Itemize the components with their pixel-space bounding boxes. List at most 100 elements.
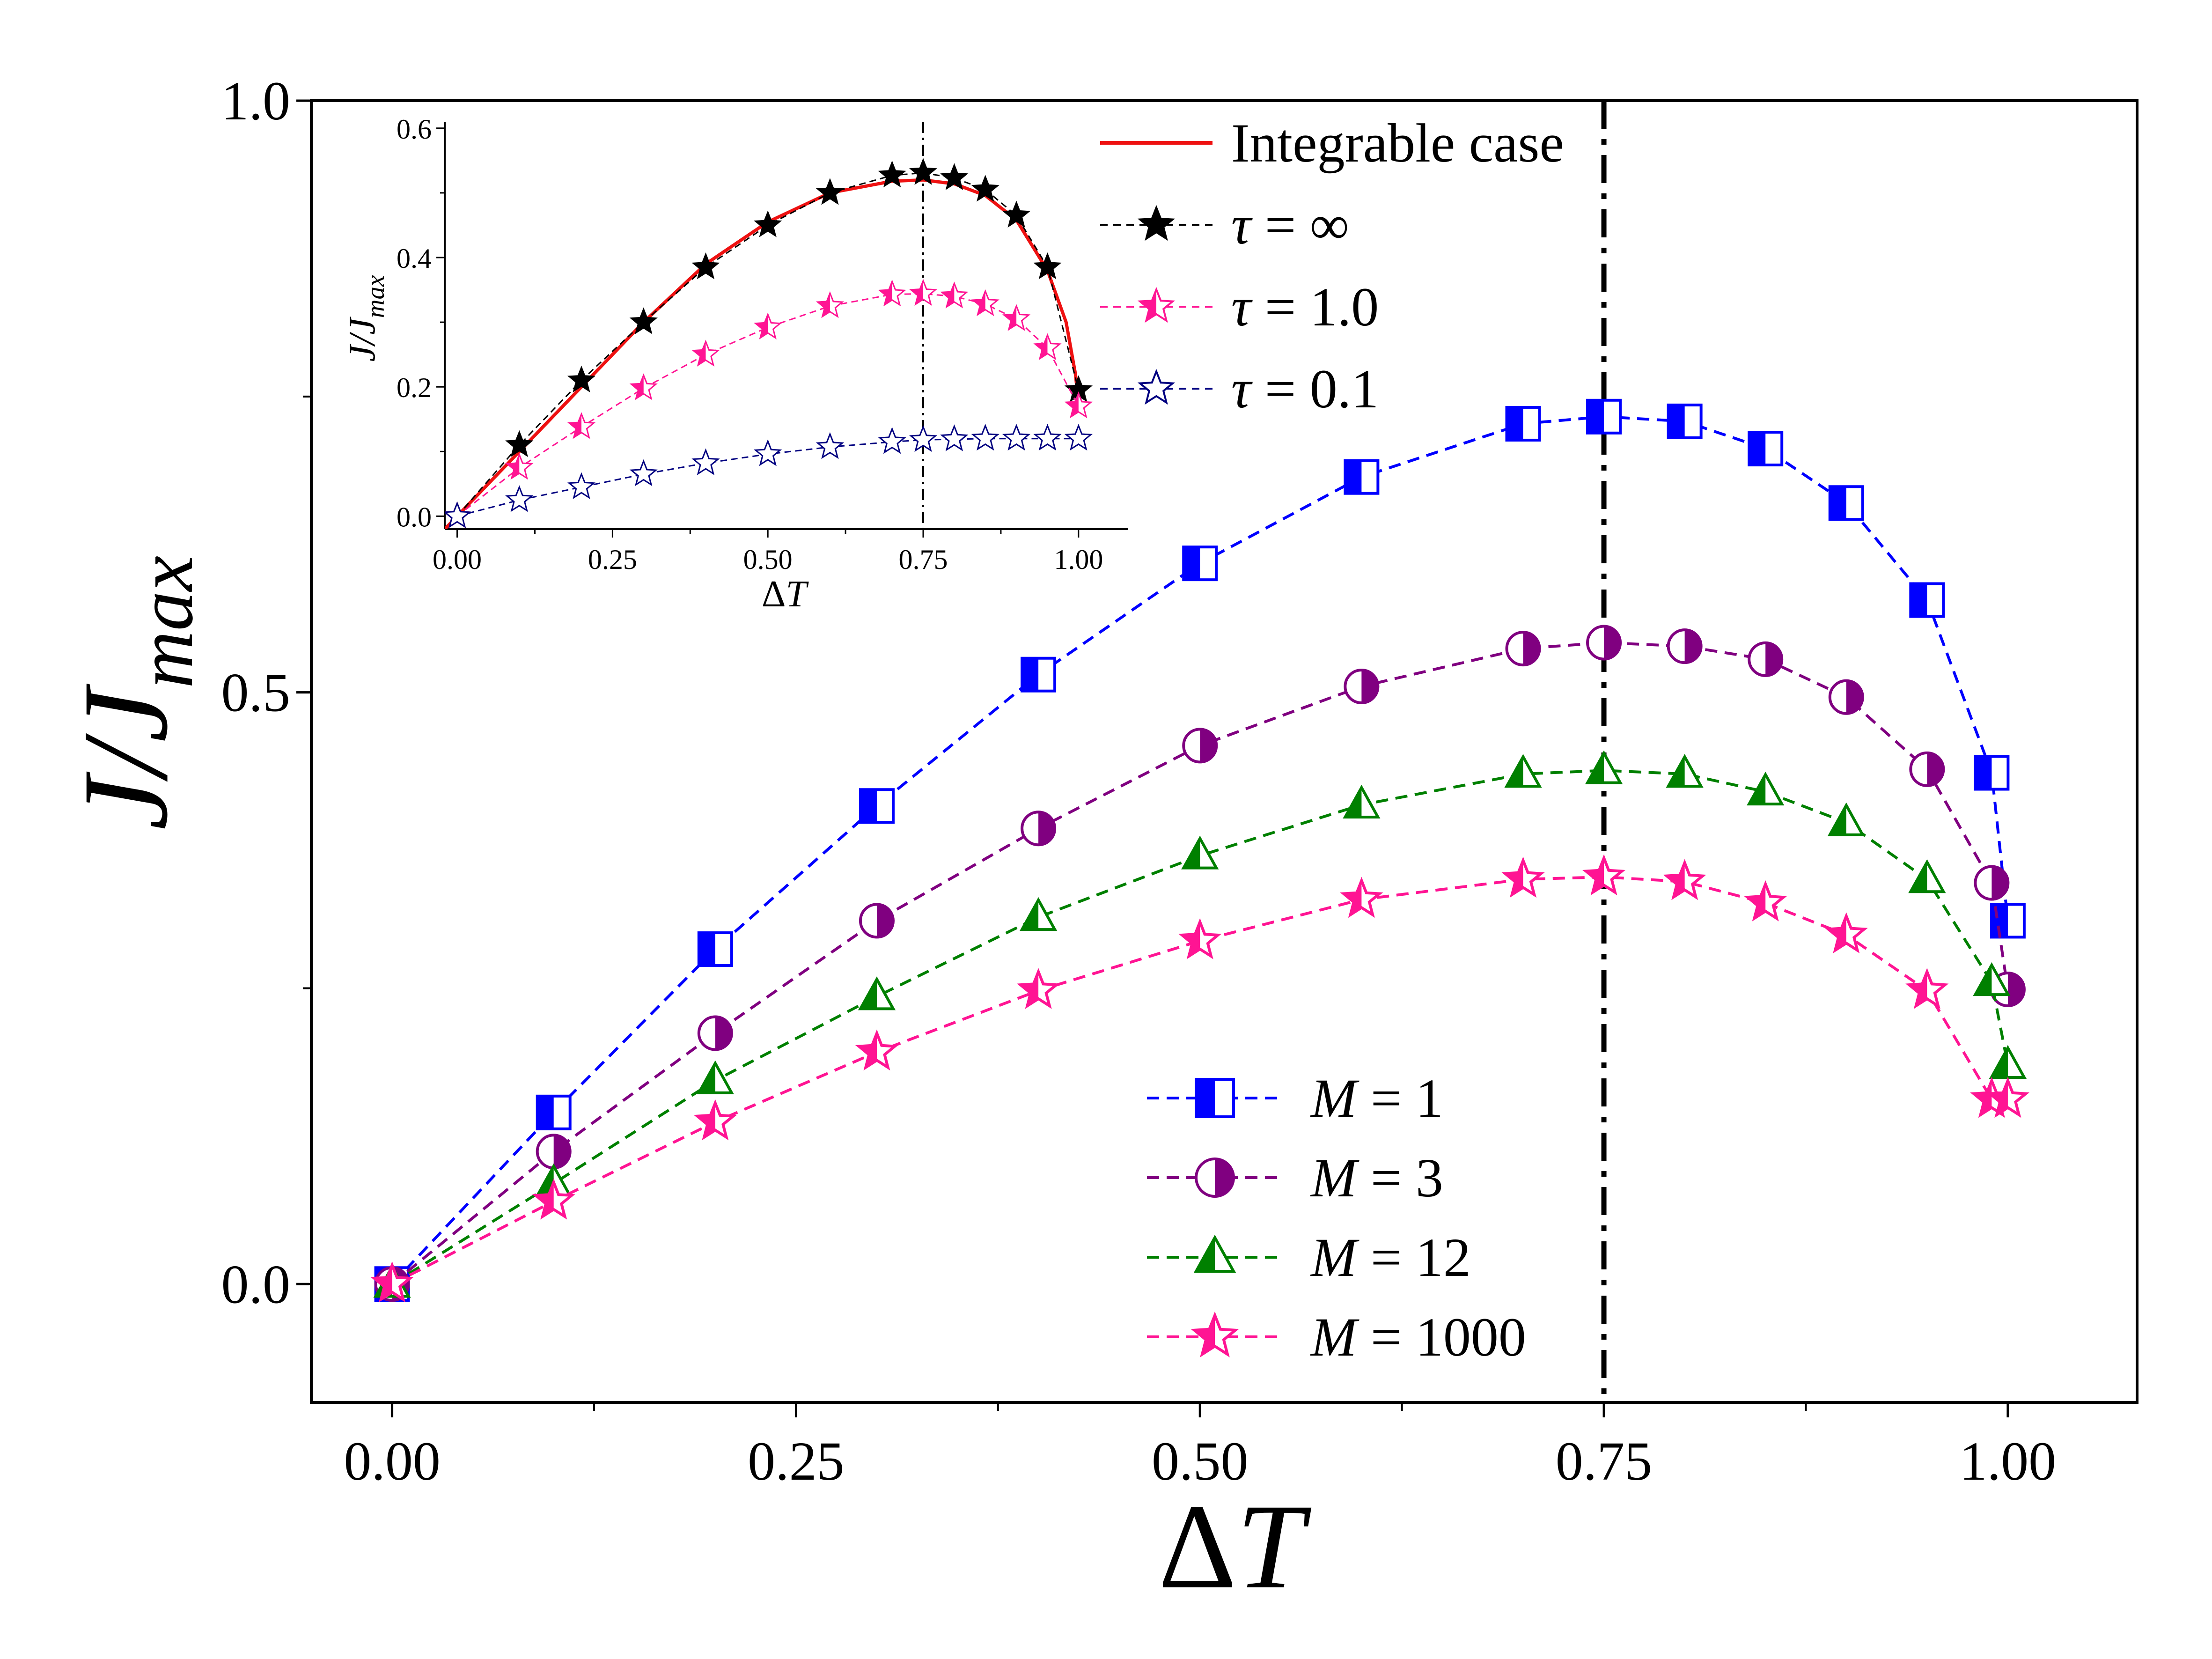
main-data-point xyxy=(1973,962,2011,996)
main-data-point xyxy=(1974,865,2010,901)
legend-rest: = 1.0 xyxy=(1251,276,1379,338)
main-data-point xyxy=(370,1261,414,1303)
inset-x-tick-label: 1.00 xyxy=(1054,544,1103,575)
main-series-1 xyxy=(374,625,2026,1302)
main-data-point xyxy=(1344,669,1380,704)
legend-rest: = ∞ xyxy=(1251,194,1349,256)
inset-data-point xyxy=(505,453,534,480)
inset-data-point xyxy=(1002,424,1031,451)
main-data-point xyxy=(1663,859,1706,900)
main-x-tick-label: 0.75 xyxy=(1556,1430,1653,1492)
inset-data-point xyxy=(878,160,906,188)
main-data-point xyxy=(1824,912,1868,953)
main-legend-label: M = 3 xyxy=(1310,1147,1443,1209)
main-series-3 xyxy=(370,854,2030,1303)
main-data-point xyxy=(1340,877,1383,918)
inset-data-point xyxy=(567,365,596,393)
inset-data-point xyxy=(909,158,938,185)
main-x-axis-label: ΔT xyxy=(1158,1479,1313,1614)
inset-data-point xyxy=(691,448,720,475)
main-legend-item-2: M = 12 xyxy=(1147,1227,1471,1288)
main-legend-label: M = 12 xyxy=(1310,1227,1471,1288)
main-data-point xyxy=(859,903,895,939)
inset-x-axis-label: ΔT xyxy=(762,574,809,615)
inset-legend-label: τ = 1.0 xyxy=(1231,276,1379,338)
inset-data-point xyxy=(567,412,596,439)
main-plot: 0.00 0.25 0.50 0.75 1.00 0.00.51.0 ΔT J/Jmax… xyxy=(58,70,2139,1614)
main-data-point xyxy=(1667,403,1703,439)
main-data-point xyxy=(1178,918,1222,959)
main-data-point xyxy=(1828,679,1864,715)
inset-axes: 0.00 0.25 0.50 0.75 1.00 0.0 0.2 0.4 0.6 xyxy=(397,114,1128,575)
inset-x-tick-label: 0.00 xyxy=(433,544,482,575)
main-plot-frame xyxy=(310,99,2139,1404)
inset-data-point xyxy=(753,439,782,466)
main-data-point xyxy=(1182,728,1218,764)
inset-series-layer xyxy=(445,158,1093,529)
main-x-axis-var: T xyxy=(1236,1479,1313,1614)
inset-data-point xyxy=(878,427,906,454)
inset-data-point xyxy=(971,175,999,202)
inset-data-point xyxy=(629,459,658,487)
main-y-axis-main: J/J xyxy=(58,684,193,831)
legend-rest: = 12 xyxy=(1357,1227,1471,1288)
main-data-point xyxy=(1182,546,1218,582)
main-legend: M = 1M = 3M = 12M = 1000 xyxy=(1147,1068,1526,1368)
legend-rest: = 1000 xyxy=(1357,1306,1526,1368)
main-y-axis-label: J/Jmax xyxy=(58,556,209,830)
main-data-point xyxy=(1744,880,1787,922)
main-x-tick-label: 0.50 xyxy=(1152,1430,1249,1492)
main-x-axis-symbol: Δ xyxy=(1158,1479,1236,1614)
main-data-point xyxy=(1585,750,1623,784)
legend-var: M xyxy=(1310,1147,1360,1209)
main-data-point xyxy=(693,1099,737,1141)
main-data-point xyxy=(1021,811,1057,847)
main-data-point xyxy=(1505,631,1541,667)
main-data-point xyxy=(1989,1045,2027,1079)
legend-rest: = 0.1 xyxy=(1251,358,1379,420)
inset-series-2 xyxy=(445,279,1093,529)
inset-data-point xyxy=(691,339,720,367)
inset-series-0 xyxy=(445,178,1080,529)
main-data-point xyxy=(536,1094,572,1130)
main-data-point xyxy=(1909,582,1945,618)
legend-var: M xyxy=(1310,1068,1360,1129)
main-legend-label: M = 1000 xyxy=(1310,1306,1526,1368)
main-x-tick-label: 0.25 xyxy=(748,1430,845,1492)
main-data-point xyxy=(1181,835,1219,870)
inset-data-point xyxy=(1064,424,1093,451)
main-data-point xyxy=(1501,856,1545,898)
inset-x-tick-label: 0.25 xyxy=(588,544,637,575)
main-data-point xyxy=(1827,802,1865,836)
inset-series-3 xyxy=(445,424,1093,529)
main-data-point xyxy=(697,931,733,967)
inset-data-point xyxy=(567,472,596,499)
inset-data-point xyxy=(940,163,969,190)
inset-data-point xyxy=(940,424,969,451)
legend-marker xyxy=(1195,1078,1235,1118)
inset-legend-item-1: τ = ∞ xyxy=(1100,194,1349,256)
legend-marker xyxy=(1195,1158,1235,1198)
main-data-point xyxy=(1586,625,1622,661)
main-data-point xyxy=(1505,406,1541,442)
main-data-point xyxy=(855,1029,898,1071)
inset-data-point xyxy=(629,307,658,334)
legend-marker xyxy=(1193,1234,1236,1273)
main-data-point xyxy=(1667,628,1703,664)
main-data-point xyxy=(532,1178,575,1220)
main-y-ticks: 0.0 0.5 1.0 xyxy=(221,70,311,1315)
inset-data-point xyxy=(1033,252,1062,280)
inset-legend-item-0: Integrable case xyxy=(1100,112,1564,174)
main-data-point xyxy=(859,788,895,824)
inset-x-tick-label: 0.75 xyxy=(899,544,948,575)
legend-rest: Integrable case xyxy=(1231,112,1564,174)
inset-data-point xyxy=(816,291,845,318)
inset-series-1 xyxy=(445,158,1093,529)
inset-legend-label: τ = 0.1 xyxy=(1231,358,1379,420)
main-data-point xyxy=(1019,897,1058,931)
inset-data-point xyxy=(816,178,845,205)
main-data-point xyxy=(858,976,896,1010)
main-x-ticks: 0.00 0.25 0.50 0.75 1.00 xyxy=(344,1402,2056,1492)
legend-marker xyxy=(1137,287,1176,323)
